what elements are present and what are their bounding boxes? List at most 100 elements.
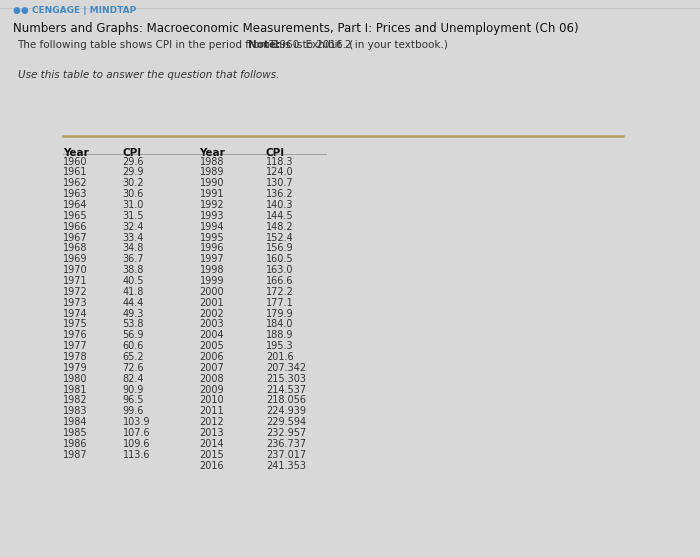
Text: 1980: 1980 (63, 374, 88, 384)
Text: 82.4: 82.4 (122, 374, 144, 384)
Text: 30.2: 30.2 (122, 178, 144, 188)
Text: 156.9: 156.9 (266, 243, 293, 253)
Text: 1965: 1965 (63, 211, 88, 221)
Text: 1974: 1974 (63, 309, 88, 319)
Text: 160.5: 160.5 (266, 254, 293, 264)
Text: 1979: 1979 (63, 363, 88, 373)
Text: 1962: 1962 (63, 178, 88, 188)
Text: Year: Year (199, 148, 225, 158)
Text: 241.353: 241.353 (266, 461, 306, 471)
Text: 1982: 1982 (63, 395, 88, 405)
Text: 124.0: 124.0 (266, 167, 293, 177)
Text: 144.5: 144.5 (266, 211, 293, 221)
Text: 118.3: 118.3 (266, 157, 293, 167)
Text: 56.9: 56.9 (122, 330, 144, 340)
Text: 184.0: 184.0 (266, 320, 293, 329)
Text: 29.6: 29.6 (122, 157, 144, 167)
Text: 1995: 1995 (199, 233, 224, 242)
Text: 2013: 2013 (199, 428, 224, 438)
Text: 2007: 2007 (199, 363, 224, 373)
Text: 1981: 1981 (63, 384, 88, 394)
Text: 152.4: 152.4 (266, 233, 294, 242)
Text: 33.4: 33.4 (122, 233, 144, 242)
Text: 1988: 1988 (199, 157, 224, 167)
Text: 1969: 1969 (63, 254, 88, 264)
Text: 41.8: 41.8 (122, 287, 144, 297)
Text: 36.7: 36.7 (122, 254, 144, 264)
Text: CPI: CPI (266, 148, 285, 158)
Text: 2012: 2012 (199, 417, 224, 427)
Text: Note:: Note: (248, 40, 281, 50)
Text: 2010: 2010 (199, 395, 224, 405)
Text: 1992: 1992 (199, 200, 224, 210)
Text: 1994: 1994 (199, 222, 224, 232)
Text: 1972: 1972 (63, 287, 88, 297)
Text: 1986: 1986 (63, 439, 88, 449)
Text: 34.8: 34.8 (122, 243, 144, 253)
Text: 163.0: 163.0 (266, 265, 293, 275)
Text: 140.3: 140.3 (266, 200, 293, 210)
Text: 109.6: 109.6 (122, 439, 150, 449)
Text: 2002: 2002 (199, 309, 224, 319)
Text: 1993: 1993 (199, 211, 224, 221)
Text: 1960: 1960 (63, 157, 88, 167)
Text: 195.3: 195.3 (266, 341, 293, 351)
Text: 1973: 1973 (63, 297, 88, 307)
Text: 130.7: 130.7 (266, 178, 293, 188)
Text: 215.303: 215.303 (266, 374, 306, 384)
Text: 1983: 1983 (63, 407, 88, 416)
Text: 1998: 1998 (199, 265, 224, 275)
Text: 172.2: 172.2 (266, 287, 294, 297)
Text: 40.5: 40.5 (122, 276, 144, 286)
Text: 177.1: 177.1 (266, 297, 294, 307)
Text: 1961: 1961 (63, 167, 88, 177)
Text: 60.6: 60.6 (122, 341, 144, 351)
Text: 2016: 2016 (199, 461, 224, 471)
Text: 237.017: 237.017 (266, 450, 306, 460)
Text: 2009: 2009 (199, 384, 224, 394)
Text: 44.4: 44.4 (122, 297, 144, 307)
Text: 2001: 2001 (199, 297, 224, 307)
Text: ●● CENGAGE | MINDTAP: ●● CENGAGE | MINDTAP (13, 6, 136, 14)
Text: 214.537: 214.537 (266, 384, 306, 394)
Text: 1966: 1966 (63, 222, 88, 232)
Text: 1967: 1967 (63, 233, 88, 242)
Text: 1963: 1963 (63, 189, 88, 199)
Text: 1984: 1984 (63, 417, 88, 427)
Text: 2014: 2014 (199, 439, 224, 449)
Text: 2006: 2006 (199, 352, 224, 362)
Text: 232.957: 232.957 (266, 428, 307, 438)
Text: 1968: 1968 (63, 243, 88, 253)
Text: 2005: 2005 (199, 341, 224, 351)
Text: 1976: 1976 (63, 330, 88, 340)
Text: 1964: 1964 (63, 200, 88, 210)
Text: 2004: 2004 (199, 330, 224, 340)
Text: 1977: 1977 (63, 341, 88, 351)
Text: 188.9: 188.9 (266, 330, 293, 340)
Text: This is Exhibit 2 in your textbook.): This is Exhibit 2 in your textbook.) (266, 40, 448, 50)
Text: 1975: 1975 (63, 320, 88, 329)
Text: 1985: 1985 (63, 428, 88, 438)
Text: 136.2: 136.2 (266, 189, 293, 199)
Text: 1997: 1997 (199, 254, 224, 264)
Text: 201.6: 201.6 (266, 352, 293, 362)
Text: 30.6: 30.6 (122, 189, 144, 199)
Text: 31.5: 31.5 (122, 211, 144, 221)
Text: 224.939: 224.939 (266, 407, 306, 416)
Text: 1987: 1987 (63, 450, 88, 460)
Text: 2015: 2015 (199, 450, 224, 460)
Text: 2000: 2000 (199, 287, 224, 297)
Text: 2003: 2003 (199, 320, 224, 329)
Text: 103.9: 103.9 (122, 417, 150, 427)
Text: 38.8: 38.8 (122, 265, 144, 275)
Text: Year: Year (63, 148, 89, 158)
Text: 166.6: 166.6 (266, 276, 293, 286)
Text: 236.737: 236.737 (266, 439, 306, 449)
Text: 107.6: 107.6 (122, 428, 150, 438)
Text: Use this table to answer the question that follows.: Use this table to answer the question th… (18, 70, 279, 80)
Text: 29.9: 29.9 (122, 167, 144, 177)
Text: 148.2: 148.2 (266, 222, 293, 232)
Text: 1990: 1990 (199, 178, 224, 188)
Text: 96.5: 96.5 (122, 395, 144, 405)
Text: 1970: 1970 (63, 265, 88, 275)
